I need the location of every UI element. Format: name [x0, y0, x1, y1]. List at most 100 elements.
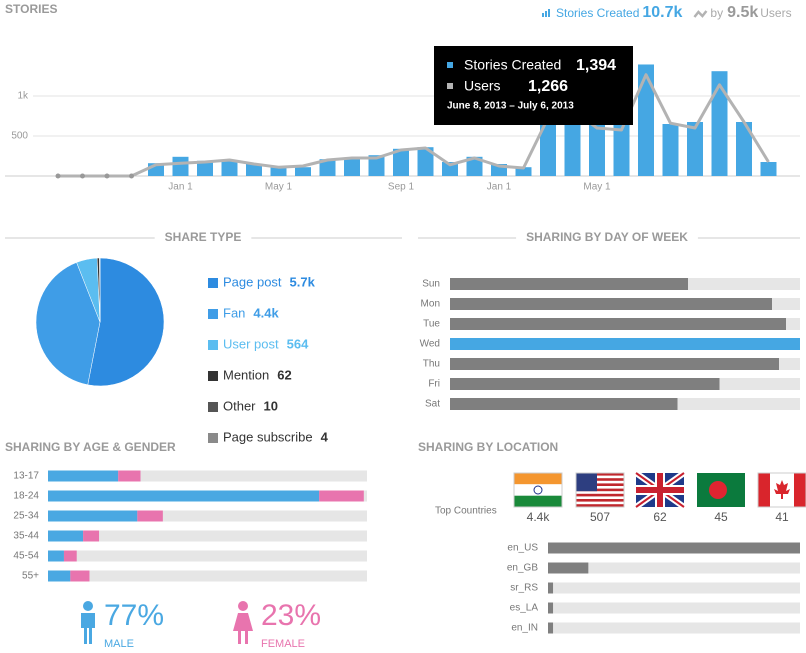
bar-track: [548, 622, 800, 634]
bar: [450, 278, 688, 290]
pie-slice: [35, 262, 101, 386]
legend-swatch: [208, 402, 218, 412]
legend-value: 564: [287, 336, 309, 351]
bar-segment: [48, 470, 119, 482]
legend-swatch: [208, 309, 218, 319]
country-flags: [513, 470, 806, 510]
bar-label: Sun: [422, 279, 440, 290]
legend-swatch: [208, 433, 218, 443]
bar: [295, 167, 311, 176]
legend-swatch: [208, 278, 218, 288]
bar-label: sr_RS: [510, 583, 538, 594]
pie-slice: [87, 257, 165, 387]
bar-track: [548, 562, 800, 574]
bar: [760, 162, 777, 176]
bar: [450, 338, 800, 350]
bar-label: en_US: [507, 543, 538, 554]
bar: [736, 122, 752, 176]
line-point: [55, 173, 61, 179]
country-count: 4.4k: [527, 510, 551, 524]
bar: [450, 398, 678, 410]
bar: [442, 162, 458, 176]
bar-label: 45-54: [13, 551, 39, 562]
bar: [466, 156, 483, 176]
tooltip-series-name: Stories Created: [464, 57, 561, 73]
y-tick-label: 500: [11, 131, 28, 142]
bar-segment: [48, 490, 320, 502]
legend-value: 62: [277, 367, 291, 382]
bar-track: [48, 550, 367, 562]
bar: [548, 562, 589, 574]
bar: [393, 148, 409, 176]
legend-label: Page post: [223, 274, 282, 289]
bar-label: Thu: [423, 359, 440, 370]
country-count: 45: [714, 510, 728, 524]
legend-label: Mention: [223, 367, 269, 382]
legend-value: 4.4k: [253, 305, 279, 320]
bar-track: [548, 602, 800, 614]
legend-icon: [693, 10, 708, 18]
bar: [368, 155, 385, 176]
flag-india: [513, 472, 563, 508]
bar-track: [548, 582, 800, 594]
bar-track: [48, 510, 367, 522]
bar: [270, 166, 287, 176]
bar-segment: [83, 530, 100, 542]
bar-label: Mon: [421, 299, 440, 310]
bar: [515, 167, 532, 176]
country-count: 507: [590, 510, 610, 524]
bar: [450, 298, 772, 310]
bar-label: Tue: [423, 319, 440, 330]
bar: [197, 160, 213, 176]
legend-value: 10: [264, 398, 278, 413]
bar: [221, 160, 238, 176]
flag-uk: [634, 470, 686, 510]
legend-label: User post: [223, 336, 279, 351]
bar-segment: [118, 470, 141, 482]
bar: [638, 64, 654, 176]
legend-joiner: by: [710, 6, 723, 20]
bar-segment: [319, 490, 364, 502]
bar: [548, 622, 554, 634]
legend-swatch: [208, 371, 218, 381]
x-tick-label: May 1: [583, 182, 611, 193]
bar: [450, 378, 720, 390]
section-title: SHARING BY LOCATION: [418, 440, 558, 454]
x-tick-label: Jan 1: [168, 182, 193, 193]
bar-label: 25-34: [13, 511, 39, 522]
legend-value: 5.7k: [290, 274, 316, 289]
bar-label: en_GB: [507, 563, 538, 574]
flag-us: [575, 472, 625, 508]
legend-label: Stories Created: [556, 6, 639, 20]
bar-label: en_IN: [511, 623, 538, 634]
bar-label: es_LA: [510, 603, 539, 614]
tooltip: Stories Created 1,394 Users 1,266 June 8…: [434, 46, 633, 125]
bar-label: 18-24: [13, 491, 39, 502]
section-title: SHARE TYPE: [165, 230, 242, 244]
tooltip-date: June 8, 2013 – July 6, 2013: [447, 101, 574, 112]
tooltip-value: 1,266: [528, 78, 568, 95]
female-icon: [233, 601, 253, 644]
bar-label: Sat: [425, 399, 440, 410]
bar-segment: [48, 570, 71, 582]
bar-label: Fri: [428, 379, 440, 390]
x-tick-label: May 1: [265, 182, 293, 193]
legend-icon: [548, 9, 550, 17]
bar-track: [48, 470, 367, 482]
gender-share: 77%: [104, 599, 164, 632]
bar-segment: [137, 510, 163, 522]
bar-segment: [70, 570, 90, 582]
bar-segment: [48, 530, 84, 542]
bar: [613, 120, 630, 176]
legend-label: Other: [223, 398, 256, 413]
bar: [711, 71, 728, 176]
tooltip-value: 1,394: [576, 57, 616, 74]
legend-total: 10.7k: [642, 4, 682, 21]
bar: [450, 318, 786, 330]
bar: [344, 159, 360, 176]
tooltip-box: [434, 46, 633, 125]
tooltip-swatch: [447, 62, 453, 68]
y-tick-label: 1k: [17, 91, 29, 102]
bar-segment: [48, 550, 64, 562]
legend-label: Page subscribe: [223, 429, 313, 444]
